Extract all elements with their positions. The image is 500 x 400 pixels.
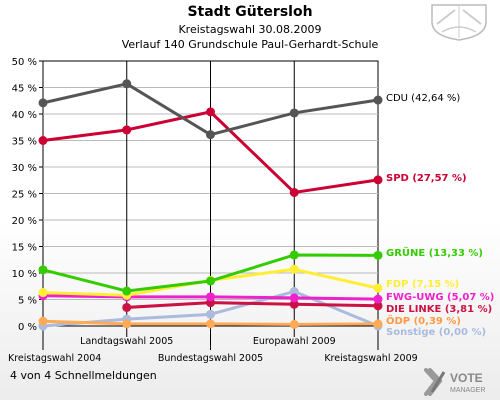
coat-of-arms-icon (431, 4, 487, 41)
series-end-label-sonstige: Sonstige (0,00 %) (386, 327, 486, 338)
chart-subtitle-election: Kreistagswahl 30.08.2009 (178, 23, 322, 36)
y-tick-label: 35 % (12, 137, 37, 148)
data-point-die-linke (373, 301, 383, 311)
data-point-gr-ne (373, 250, 383, 260)
data-point-fdp (289, 264, 299, 274)
x-tick-label: Europawahl 2009 (253, 336, 336, 347)
y-tick-label: 45 % (12, 84, 37, 95)
y-tick-label: 5 % (18, 296, 37, 307)
x-tick-label: Landtagswahl 2005 (80, 336, 173, 347)
data-point-gr-ne (122, 286, 132, 296)
series-line-die-linke (126, 301, 379, 309)
data-point-spd (122, 125, 132, 135)
data-point-cdu (38, 98, 48, 108)
data-point--dp (38, 316, 48, 326)
x-tick-label: Kreistagswahl 2009 (324, 353, 417, 364)
footer-status: 4 von 4 Schnellmeldungen (10, 369, 157, 382)
data-point-cdu (289, 108, 299, 118)
chart-subtitle-district: Verlauf 140 Grundschule Paul-Gerhardt-Sc… (121, 38, 379, 51)
data-point-fdp (373, 283, 383, 293)
y-tick-label: 40 % (12, 110, 37, 121)
series-end-label-fdp: FDP (7,15 %) (386, 279, 459, 290)
data-point-fwg-uwg (206, 292, 215, 302)
data-point--dp (289, 319, 299, 329)
data-point-cdu (122, 79, 132, 89)
data-point--dp (122, 319, 132, 329)
data-point-gr-ne (38, 265, 48, 275)
series-end-label-cdu: CDU (42,64 %) (386, 93, 460, 104)
y-tick-label: 30 % (12, 163, 37, 174)
y-tick-label: 0 % (18, 322, 37, 333)
y-tick-label: 20 % (12, 216, 37, 227)
data-point-spd (373, 175, 383, 185)
data-point--dp (373, 319, 383, 329)
chart-title: Stadt Gütersloh (187, 4, 313, 20)
x-tick-label: Bundestagswahl 2005 (158, 353, 263, 364)
data-point-die-linke (289, 299, 299, 309)
data-point--dp (206, 319, 215, 329)
data-point-gr-ne (206, 276, 215, 286)
data-point-spd (38, 136, 48, 145)
data-point-spd (206, 107, 215, 117)
data-point-fwg-uwg (289, 293, 299, 303)
data-point-gr-ne (289, 250, 299, 260)
series-end-label-die-linke: DIE LINKE (3,81 %) (386, 304, 492, 315)
votemanager-logo: VOTE MANAGER (424, 368, 485, 396)
data-point-die-linke (122, 302, 132, 312)
data-point-cdu (373, 95, 383, 105)
series-end-label-fwg-uwg: FWG-UWG (5,07 %) (386, 292, 494, 303)
y-tick-label: 50 % (12, 57, 37, 68)
svg-text:VOTE: VOTE (450, 371, 483, 385)
series-end-label-gr-ne: GRÜNE (13,33 %) (386, 245, 483, 259)
svg-text:MANAGER: MANAGER (450, 387, 485, 394)
series-end-label--dp: ÖDP (0,39 %) (386, 313, 461, 327)
series-end-label-spd: SPD (27,57 %) (386, 173, 467, 184)
data-point-spd (289, 187, 299, 197)
y-tick-label: 15 % (12, 243, 37, 254)
x-tick-label: Kreistagswahl 2004 (8, 353, 101, 364)
y-tick-label: 25 % (12, 190, 37, 201)
y-tick-label: 10 % (12, 269, 37, 280)
data-point-fwg-uwg (373, 294, 383, 304)
data-point-fdp (38, 288, 48, 298)
data-point-cdu (206, 130, 215, 140)
data-point-sonstige (206, 309, 215, 319)
data-point-sonstige (289, 287, 299, 297)
